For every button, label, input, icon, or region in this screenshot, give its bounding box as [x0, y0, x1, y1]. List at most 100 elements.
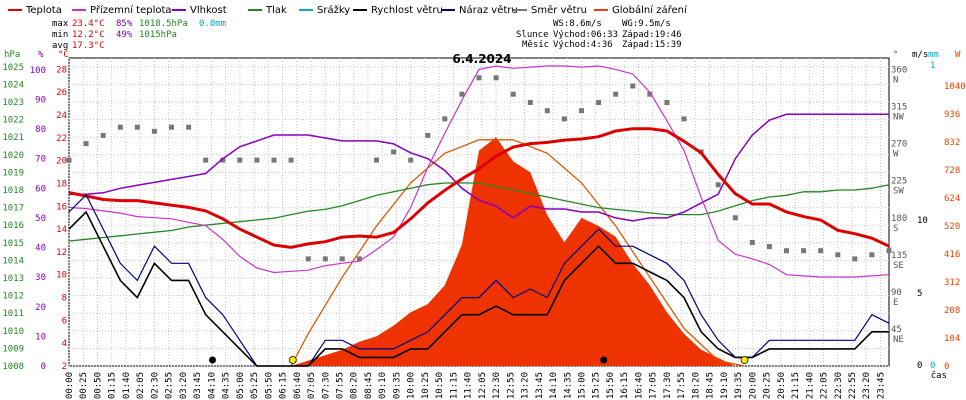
wind-direction-point — [784, 248, 789, 254]
time-tick: 20:50 — [777, 372, 787, 399]
temperature-tick: 20 — [56, 157, 67, 167]
humidity-tick: 70 — [35, 155, 46, 165]
time-tick: 05:50 — [264, 372, 274, 399]
time-tick: 04:35 — [222, 372, 232, 399]
direction-tick: 180 — [891, 214, 907, 224]
pressure-tick: 1013 — [2, 274, 24, 284]
wind-direction-point — [869, 252, 875, 258]
time-tick: 00:00 — [65, 372, 75, 399]
ws-text: WS:8.6m/s — [553, 19, 602, 29]
axes: hPa% °C1025102410231022102110201019101810… — [2, 50, 965, 399]
wind-direction-point — [442, 116, 448, 122]
temperature-tick: 26 — [56, 88, 67, 98]
time-tick: 06:15 — [279, 372, 289, 399]
moon-rise: Východ:4:36 — [553, 40, 613, 50]
time-tick: 09:35 — [392, 372, 402, 399]
stat-min-press: 1015hPa — [139, 30, 177, 40]
direction-name: NE — [893, 335, 904, 345]
time-tick: 04:10 — [207, 372, 217, 399]
pressure-tick: 1017 — [2, 204, 24, 214]
pressure-tick: 1016 — [2, 221, 24, 231]
wind-direction-point — [151, 128, 157, 134]
time-tick: 15:00 — [578, 372, 588, 399]
wind-direction-point — [852, 256, 858, 262]
humidity-unit: % — [38, 50, 44, 60]
time-tick: 06:40 — [293, 372, 303, 399]
wind-direction-point — [476, 75, 482, 81]
temperature-tick: 12 — [56, 248, 67, 258]
wind-tick: 0 — [917, 361, 922, 371]
time-tick: 10:25 — [421, 372, 431, 399]
time-tick: 15:50 — [606, 372, 616, 399]
time-tick: 17:55 — [677, 372, 687, 399]
time-tick: 00:50 — [93, 372, 103, 399]
time-tick: 13:20 — [521, 372, 531, 399]
pressure-tick: 1010 — [2, 327, 24, 337]
time-tick: 23:45 — [876, 372, 886, 399]
wind-direction-point — [766, 244, 772, 250]
wind-direction-point — [801, 248, 807, 254]
wind-direction-point — [339, 256, 345, 262]
wg-text: WG:9.5m/s — [622, 19, 671, 29]
temperature-tick: 24 — [56, 111, 67, 121]
moon-label: Měsíc — [522, 40, 549, 50]
humidity-tick: 20 — [35, 303, 46, 313]
wind-direction-point — [647, 91, 653, 97]
stat-min-temp: 12.2°C — [72, 30, 105, 40]
time-tick: 08:20 — [350, 372, 360, 399]
pressure-tick: 1019 — [2, 168, 24, 178]
direction-name: W — [893, 150, 899, 160]
stat-min-label: min — [52, 30, 68, 40]
pressure-tick: 1015 — [2, 239, 24, 249]
wind-unit: m/s — [912, 50, 928, 60]
pressure-tick: 1009 — [2, 344, 24, 354]
temperature-tick: 8 — [62, 294, 67, 304]
direction-unit: ° — [893, 50, 898, 60]
radiation-tick: 1040 — [944, 82, 966, 92]
rain-tick: 0 — [930, 361, 935, 371]
time-tick: 21:15 — [791, 372, 801, 399]
time-tick: 14:35 — [563, 372, 573, 399]
wind-direction-point — [322, 256, 328, 262]
wind-direction-point — [732, 215, 738, 221]
temperature-tick: 6 — [62, 316, 67, 326]
wind-direction-point — [66, 157, 72, 163]
sun-rise: Východ:06:33 — [553, 30, 618, 40]
time-tick: 20:25 — [763, 372, 773, 399]
direction-tick: 90 — [891, 288, 902, 298]
radiation-tick: 832 — [944, 138, 960, 148]
temperature-unit: °C — [58, 50, 69, 60]
wind-direction-point — [544, 108, 550, 114]
temperature-tick: 2 — [62, 362, 67, 372]
wind-info: WS:8.6m/s WG:9.5m/s Slunce Východ:06:33 … — [516, 19, 682, 50]
radiation-tick: 416 — [944, 250, 960, 260]
time-tick: 09:10 — [378, 372, 388, 399]
wind-direction-point — [237, 157, 243, 163]
time-tick: 01:40 — [122, 372, 132, 399]
legend-label: Rychlost větru — [371, 4, 443, 16]
time-tick: 01:15 — [108, 372, 118, 399]
rain-tick: 1 — [930, 61, 935, 71]
time-tick: 00:25 — [79, 372, 89, 399]
pressure-tick: 1021 — [2, 133, 24, 143]
stat-avg-label: avg — [52, 41, 68, 51]
time-tick: 16:40 — [634, 372, 644, 399]
time-tick: 02:30 — [150, 372, 160, 399]
wind-direction-point — [374, 157, 379, 163]
time-tick: 02:05 — [136, 372, 146, 399]
time-tick: 19:35 — [734, 372, 744, 399]
legend-label: Vlhkost — [190, 5, 227, 16]
wind-direction-point — [117, 124, 123, 130]
theoretical-radiation-line — [290, 139, 745, 367]
stat-max-rain: 0.0mm — [199, 19, 226, 29]
humidity-tick: 40 — [35, 244, 46, 254]
legend-label: Globální záření — [612, 4, 688, 16]
time-tick: 22:30 — [834, 372, 844, 399]
temperature-tick: 18 — [56, 179, 67, 189]
wind-direction-point — [408, 157, 414, 163]
temperature-tick: 22 — [56, 134, 67, 144]
humidity-tick: 0 — [41, 362, 46, 372]
time-tick: 03:20 — [179, 372, 189, 399]
radiation-tick: 104 — [944, 334, 960, 344]
wind-direction-point — [630, 83, 636, 89]
